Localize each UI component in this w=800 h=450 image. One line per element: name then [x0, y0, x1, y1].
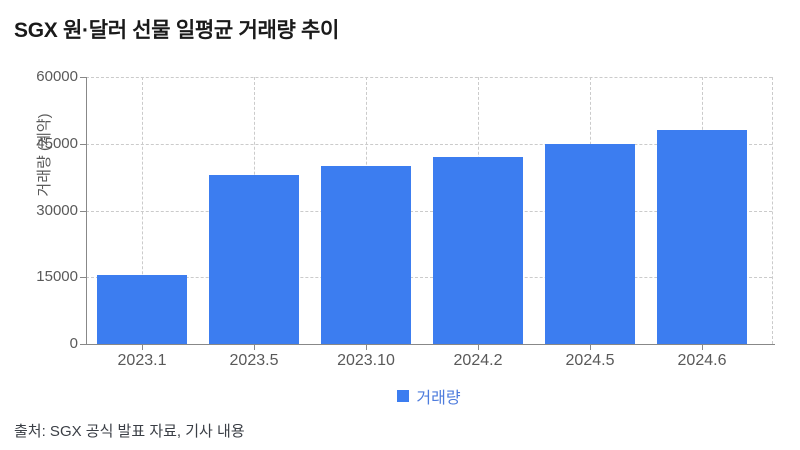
y-tick-label-45000: 45000	[36, 134, 78, 152]
bar-2023.1	[97, 275, 187, 344]
y-tick-label-0: 0	[69, 335, 78, 352]
bar-2024.5	[545, 143, 635, 344]
x-tick-2024.5	[590, 345, 591, 350]
legend-label: 거래량	[416, 390, 461, 407]
x-tick-2024.2	[478, 345, 479, 350]
x-tick-label-2023.1: 2023.1	[117, 352, 167, 369]
x-tick-label-2024.6: 2024.6	[677, 352, 727, 369]
chart-title: SGX 원·달러 선물 일평균 거래량 추이	[14, 19, 340, 42]
y-tick-label-15000: 15000	[36, 268, 78, 286]
x-tick-2024.6	[702, 345, 703, 350]
legend-swatch	[397, 390, 410, 402]
bar-2024.2	[433, 157, 523, 344]
plot-right-border	[772, 77, 773, 344]
y-tick-label-60000: 60000	[36, 68, 78, 85]
y-tick-60000	[80, 77, 86, 78]
y-tick-30000	[80, 210, 86, 212]
legend: 거래량	[86, 384, 772, 408]
y-tick-label-30000: 30000	[36, 201, 78, 219]
bar-2023.5	[209, 174, 299, 344]
y-tick-0	[80, 344, 86, 345]
x-axis-line	[86, 344, 775, 345]
bar-2024.6	[657, 130, 747, 344]
source-note: 출처: SGX 공식 발표 자료, 기사 내용	[14, 423, 245, 440]
gridline-y-60000	[86, 77, 772, 78]
x-tick-2023.1	[142, 345, 143, 350]
x-tick-2023.5	[254, 345, 255, 350]
gridline-y-45000	[86, 143, 772, 145]
x-tick-label-2023.5: 2023.5	[229, 352, 279, 369]
bar-2023.10	[321, 166, 411, 344]
plot-area: 2023.1 2023.5 2023.10 2024.2 2024.5 2024.6 0 15…	[36, 68, 775, 369]
y-axis-line	[86, 77, 87, 344]
gridline-y-30000	[86, 210, 772, 212]
x-tick-label-2024.5: 2024.5	[565, 352, 615, 369]
gridline-x-2023.1	[142, 77, 143, 344]
gridline-y-15000	[86, 277, 772, 279]
y-tick-15000	[80, 277, 86, 279]
x-tick-label-2023.10: 2023.10	[337, 352, 395, 369]
x-tick-label-2024.2: 2024.2	[453, 352, 503, 369]
x-tick-2023.10	[366, 345, 367, 350]
y-tick-45000	[80, 143, 86, 145]
